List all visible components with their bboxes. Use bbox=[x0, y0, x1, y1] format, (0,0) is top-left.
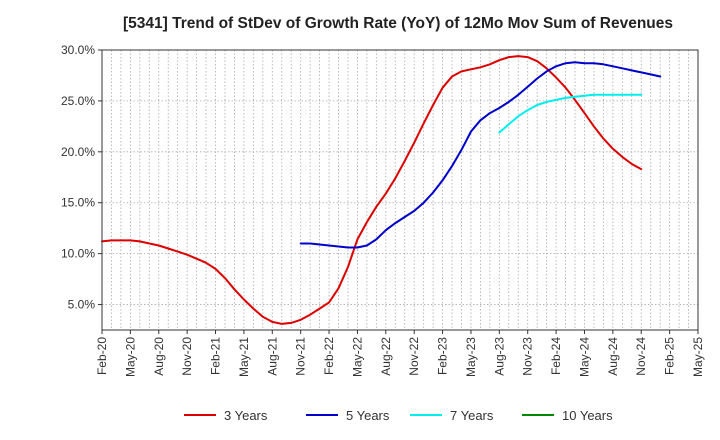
x-tick-label: Feb-24 bbox=[549, 337, 563, 375]
legend-label-3-years: 3 Years bbox=[224, 408, 268, 423]
y-tick-label: 20.0% bbox=[61, 145, 95, 159]
x-tick-label: Feb-23 bbox=[436, 337, 450, 375]
series-line-5-years bbox=[299, 61, 662, 249]
x-tick-label: May-23 bbox=[464, 337, 478, 377]
y-tick-label: 15.0% bbox=[61, 196, 95, 210]
x-tick-label: Nov-23 bbox=[521, 337, 535, 376]
x-tick-label: Feb-25 bbox=[663, 337, 677, 375]
legend: 3 Years 5 Years 7 Years 10 Years bbox=[184, 408, 613, 423]
x-tick-label: Feb-20 bbox=[95, 337, 109, 375]
chart-title: [5341] Trend of StDev of Growth Rate (Yo… bbox=[123, 15, 673, 32]
x-tick-label: Nov-21 bbox=[294, 337, 308, 376]
legend-label-10-years: 10 Years bbox=[562, 408, 613, 423]
x-tick-label: Nov-20 bbox=[180, 337, 194, 376]
x-axis-ticks: Feb-20 May-20 Aug-20 Nov-20 Feb-21 May-21 Aug-… bbox=[95, 330, 705, 377]
grid-lines bbox=[101, 49, 699, 330]
series-line-7-years bbox=[498, 93, 643, 134]
x-tick-label: Aug-22 bbox=[379, 337, 393, 376]
x-tick-label: Aug-23 bbox=[492, 337, 506, 376]
x-tick-label: May-21 bbox=[237, 337, 251, 377]
x-tick-label: Feb-21 bbox=[209, 337, 223, 375]
x-tick-label: May-25 bbox=[691, 337, 705, 377]
y-axis-ticks: 5.0% 10.0% 15.0% 20.0% 25.0% 30.0% bbox=[61, 43, 102, 312]
legend-label-7-years: 7 Years bbox=[450, 408, 494, 423]
y-tick-label: 25.0% bbox=[61, 94, 95, 108]
x-tick-label: Aug-21 bbox=[265, 337, 279, 376]
x-tick-label: May-20 bbox=[123, 337, 137, 377]
x-tick-label: Nov-22 bbox=[407, 337, 421, 376]
x-tick-label: May-22 bbox=[350, 337, 364, 377]
x-tick-label: May-24 bbox=[577, 337, 591, 377]
y-tick-label: 10.0% bbox=[61, 247, 95, 261]
series-line-3-years bbox=[101, 55, 643, 325]
x-tick-label: Nov-24 bbox=[634, 337, 648, 376]
x-tick-label: Aug-24 bbox=[606, 337, 620, 376]
y-tick-label: 5.0% bbox=[68, 298, 96, 312]
plot-area-frame bbox=[101, 49, 699, 331]
x-tick-label: Feb-22 bbox=[322, 337, 336, 375]
y-tick-label: 30.0% bbox=[61, 43, 95, 57]
legend-label-5-years: 5 Years bbox=[346, 408, 390, 423]
x-tick-label: Aug-20 bbox=[152, 337, 166, 376]
series-lines bbox=[101, 55, 662, 325]
